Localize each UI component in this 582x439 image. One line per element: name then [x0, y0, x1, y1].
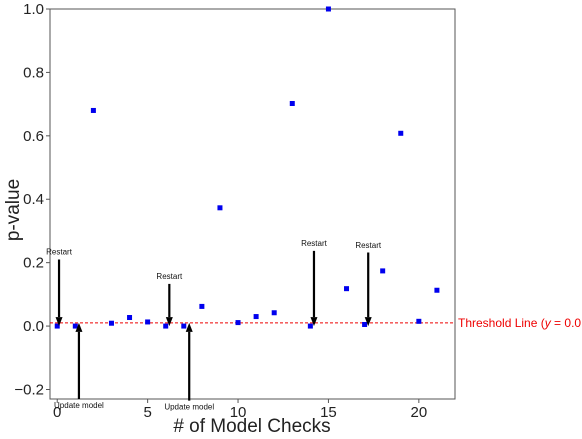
annotation-arrow-head — [75, 322, 83, 332]
annotation-arrow-head — [165, 317, 173, 327]
data-point — [54, 323, 60, 329]
x-tick-label: 0 — [53, 404, 61, 421]
x-tick-label: 5 — [143, 404, 151, 421]
y-tick-label: 0.8 — [23, 64, 44, 81]
data-point — [145, 319, 151, 325]
data-point — [398, 130, 404, 136]
annotation-label: Restart — [355, 241, 382, 250]
data-point — [181, 323, 187, 329]
annotation-label: Restart — [46, 248, 73, 257]
data-points — [54, 6, 440, 329]
data-point — [163, 323, 169, 329]
data-point — [362, 321, 368, 327]
y-tick-label: −0.2 — [14, 381, 44, 398]
annotation-label: Update model — [164, 402, 214, 411]
annotation-arrow-head — [310, 317, 318, 327]
data-point — [380, 268, 386, 274]
x-tick-label: 10 — [230, 404, 247, 421]
data-point — [434, 287, 440, 293]
data-point — [108, 320, 114, 326]
data-point — [253, 314, 259, 320]
data-point — [199, 303, 205, 309]
data-point — [325, 6, 331, 12]
plot-frame — [49, 8, 456, 400]
y-tick-label: 0.4 — [23, 191, 44, 208]
x-tick-label: 15 — [320, 404, 337, 421]
y-tick-label: 0.2 — [23, 255, 44, 272]
data-point — [235, 320, 241, 326]
annotation-label: Update model — [54, 401, 104, 410]
x-tick-label: 20 — [410, 404, 427, 421]
y-tick-label: 0.6 — [23, 128, 44, 145]
data-point — [416, 318, 422, 324]
annotation-label: Restart — [301, 239, 328, 248]
annotation-arrow-head — [185, 322, 193, 332]
annotation-arrow-head — [364, 317, 372, 327]
data-point — [271, 310, 277, 316]
threshold-label-var: y — [544, 316, 552, 330]
threshold-label-prefix: Threshold Line ( — [458, 316, 545, 330]
x-axis-label: # of Model Checks — [173, 416, 330, 437]
ticks-layer: 0 5 10 15 20 −0.2 0.0 0.2 0.4 0.6 0.8 1.0 — [14, 1, 427, 421]
y-tick-label: 0.0 — [23, 318, 44, 335]
threshold-label-suffix: = 0.01) — [551, 316, 582, 330]
threshold-layer: Threshold Line (y = 0.01) — [50, 316, 582, 330]
data-point — [217, 205, 223, 211]
annotation-label: Restart — [156, 272, 183, 281]
data-point — [90, 107, 96, 113]
data-point — [127, 315, 133, 321]
data-point — [72, 323, 78, 329]
data-point — [307, 323, 313, 329]
threshold-label: Threshold Line (y = 0.01) — [458, 316, 582, 330]
annotation-arrow-head — [55, 317, 63, 327]
data-point — [289, 100, 295, 106]
annotations-layer: Restart Update model Restart Update model Re… — [46, 239, 382, 411]
data-point — [344, 286, 350, 292]
y-axis-label: p-value — [3, 179, 24, 241]
y-tick-label: 1.0 — [23, 1, 44, 18]
